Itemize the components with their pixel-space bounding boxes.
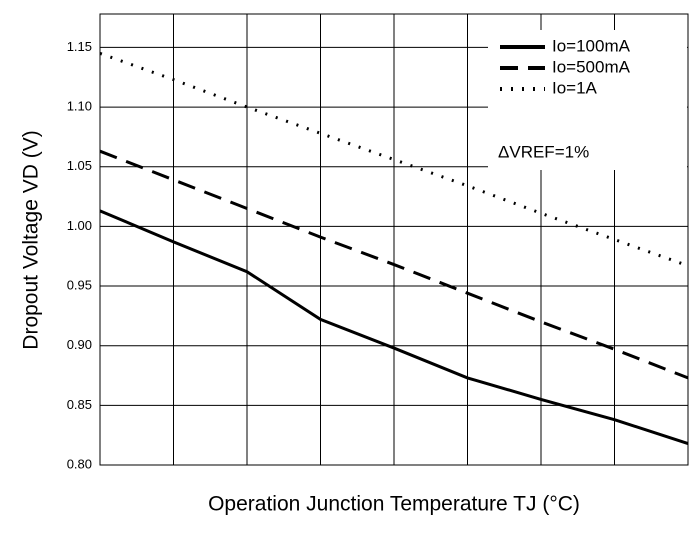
y-tick-label: 0.95 xyxy=(67,277,92,292)
y-axis-label: Dropout Voltage VD (V) xyxy=(20,130,43,349)
data-line xyxy=(99,149,689,380)
y-tick-label: 1.00 xyxy=(67,218,92,233)
y-tick-label: 1.10 xyxy=(67,99,92,114)
x-axis-label: Operation Junction Temperature TJ (°C) xyxy=(208,493,580,516)
y-tick-label: 0.80 xyxy=(67,456,92,471)
legend-label: Io=500mA xyxy=(552,57,631,76)
legend-box xyxy=(488,30,687,170)
annotation: ΔVREF=1% xyxy=(498,142,589,161)
y-tick-label: 1.15 xyxy=(67,39,92,54)
legend-label: Io=100mA xyxy=(552,36,631,55)
legend-label: Io=1A xyxy=(552,78,598,97)
y-tick-label: 1.05 xyxy=(67,158,92,173)
y-tick-label: 0.85 xyxy=(67,397,92,412)
y-tick-label: 0.90 xyxy=(67,337,92,352)
data-line xyxy=(99,209,689,445)
